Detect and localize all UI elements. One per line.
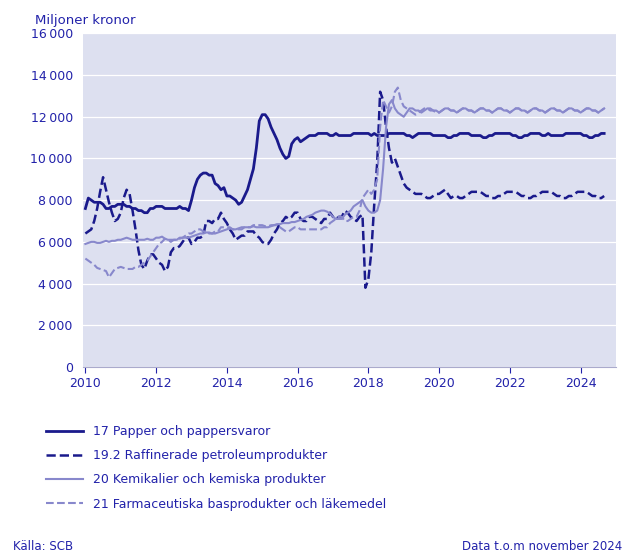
- 17 Papper och pappersvaror: [258, 111, 266, 118]
- 19.2 Raffinerade petroleumprodukter: [229, 230, 237, 237]
- 17 Papper och pappersvaror: [140, 209, 148, 216]
- 19.2 Raffinerade petroleumprodukter: [600, 193, 608, 200]
- 21 Farmaceutiska basprodukter och läkemedel: [530, 105, 537, 112]
- 20 Kemikalier och kemiska produkter: [403, 109, 410, 116]
- 21 Farmaceutiska basprodukter och läkemedel: [232, 226, 239, 232]
- 20 Kemikalier och kemiska produkter: [526, 107, 534, 114]
- 17 Papper och pappersvaror: [394, 130, 401, 137]
- 17 Papper och pappersvaror: [81, 205, 89, 212]
- Text: Data t.o.m november 2024: Data t.o.m november 2024: [462, 540, 622, 553]
- 17 Papper och pappersvaror: [465, 130, 472, 137]
- 19.2 Raffinerade petroleumprodukter: [81, 230, 89, 237]
- 19.2 Raffinerade petroleumprodukter: [361, 284, 369, 291]
- 21 Farmaceutiska basprodukter och läkemedel: [250, 222, 257, 229]
- 17 Papper och pappersvaror: [232, 197, 239, 203]
- 20 Kemikalier och kemiska produkter: [229, 226, 237, 232]
- 19.2 Raffinerade petroleumprodukter: [406, 186, 413, 193]
- 21 Farmaceutiska basprodukter och läkemedel: [600, 105, 608, 112]
- Line: 17 Papper och pappersvaror: 17 Papper och pappersvaror: [85, 115, 604, 212]
- 19.2 Raffinerade petroleumprodukter: [465, 191, 472, 197]
- 21 Farmaceutiska basprodukter och läkemedel: [105, 274, 113, 281]
- 20 Kemikalier och kemiska produkter: [81, 241, 89, 247]
- 20 Kemikalier och kemiska produkter: [600, 105, 608, 112]
- 21 Farmaceutiska basprodukter och läkemedel: [391, 88, 399, 95]
- 17 Papper och pappersvaror: [600, 130, 608, 137]
- Line: 19.2 Raffinerade petroleumprodukter: 19.2 Raffinerade petroleumprodukter: [85, 92, 604, 287]
- Text: Miljoner kronor: Miljoner kronor: [34, 14, 135, 27]
- 19.2 Raffinerade petroleumprodukter: [530, 193, 537, 200]
- 19.2 Raffinerade petroleumprodukter: [377, 88, 384, 95]
- Line: 21 Farmaceutiska basprodukter och läkemedel: 21 Farmaceutiska basprodukter och läkeme…: [85, 88, 604, 277]
- Legend: 17 Papper och pappersvaror, 19.2 Raffinerade petroleumprodukter, 20 Kemikalier o: 17 Papper och pappersvaror, 19.2 Raffine…: [41, 420, 392, 515]
- Line: 20 Kemikalier och kemiska produkter: 20 Kemikalier och kemiska produkter: [85, 100, 604, 244]
- 17 Papper och pappersvaror: [530, 130, 537, 137]
- 17 Papper och pappersvaror: [406, 132, 413, 139]
- 21 Farmaceutiska basprodukter och läkemedel: [406, 107, 413, 114]
- 19.2 Raffinerade petroleumprodukter: [246, 228, 254, 235]
- 20 Kemikalier och kemiska produkter: [388, 97, 396, 103]
- Text: Källa: SCB: Källa: SCB: [13, 540, 73, 553]
- 20 Kemikalier och kemiska produkter: [391, 105, 399, 112]
- 19.2 Raffinerade petroleumprodukter: [394, 163, 401, 170]
- 21 Farmaceutiska basprodukter och läkemedel: [81, 255, 89, 262]
- 20 Kemikalier och kemiska produkter: [462, 105, 469, 112]
- 20 Kemikalier och kemiska produkter: [246, 224, 254, 231]
- 21 Farmaceutiska basprodukter och läkemedel: [465, 107, 472, 114]
- 17 Papper och pappersvaror: [250, 166, 257, 172]
- 21 Farmaceutiska basprodukter och läkemedel: [394, 85, 401, 91]
